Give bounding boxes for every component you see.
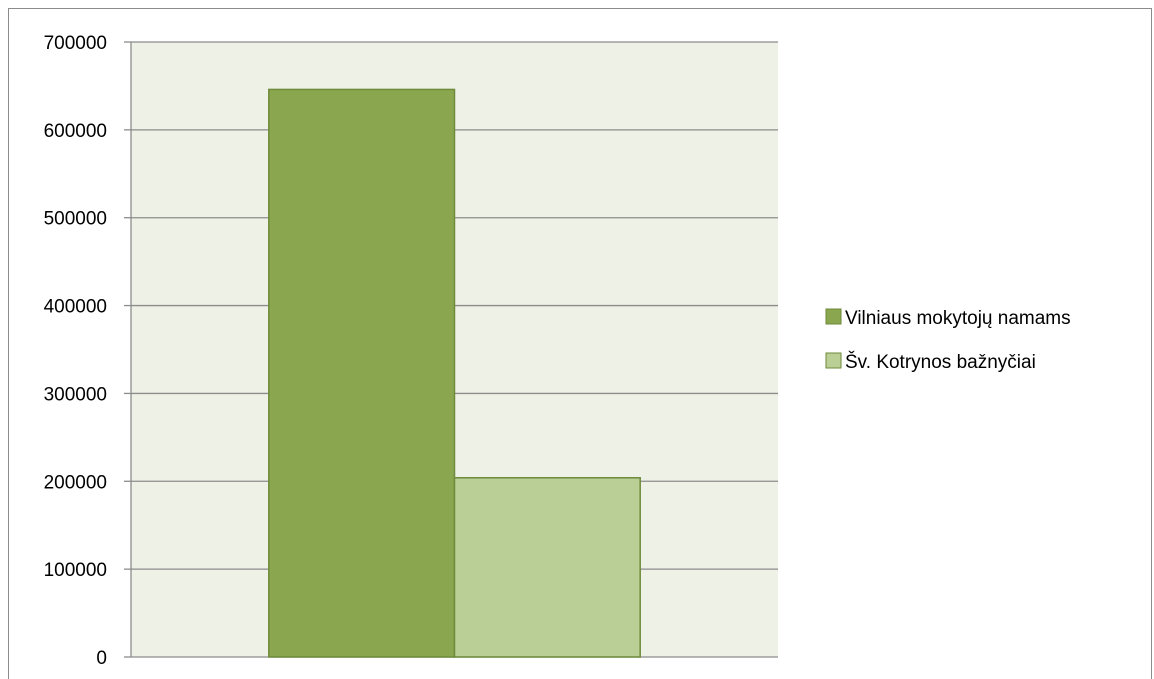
bars — [268, 88, 641, 658]
y-tick-label: 600000 — [44, 121, 107, 142]
legend-label: Vilniaus mokytojų namams — [845, 308, 1071, 329]
y-tick-label: 0 — [96, 648, 107, 669]
y-tick-label: 100000 — [44, 560, 107, 581]
legend: Vilniaus mokytojų namams Šv. Kotrynos baž… — [825, 308, 1071, 373]
y-tick-label: 200000 — [44, 472, 107, 493]
y-tick-label: 400000 — [44, 297, 107, 318]
bar-2 — [453, 477, 641, 658]
legend-swatch — [825, 308, 842, 325]
legend-item: Vilniaus mokytojų namams — [825, 308, 1071, 329]
legend-swatch — [825, 352, 842, 369]
legend-label: Šv. Kotrynos bažnyčiai — [845, 351, 1036, 373]
y-tick-label: 700000 — [44, 33, 107, 54]
legend-item: Šv. Kotrynos bažnyčiai — [825, 351, 1036, 373]
y-tick-label: 300000 — [44, 384, 107, 405]
y-axis-ticks: 0 100000 200000 300000 400000 500000 600000 700… — [44, 33, 131, 669]
y-tick-label: 500000 — [44, 209, 107, 230]
bar-1 — [268, 88, 456, 658]
